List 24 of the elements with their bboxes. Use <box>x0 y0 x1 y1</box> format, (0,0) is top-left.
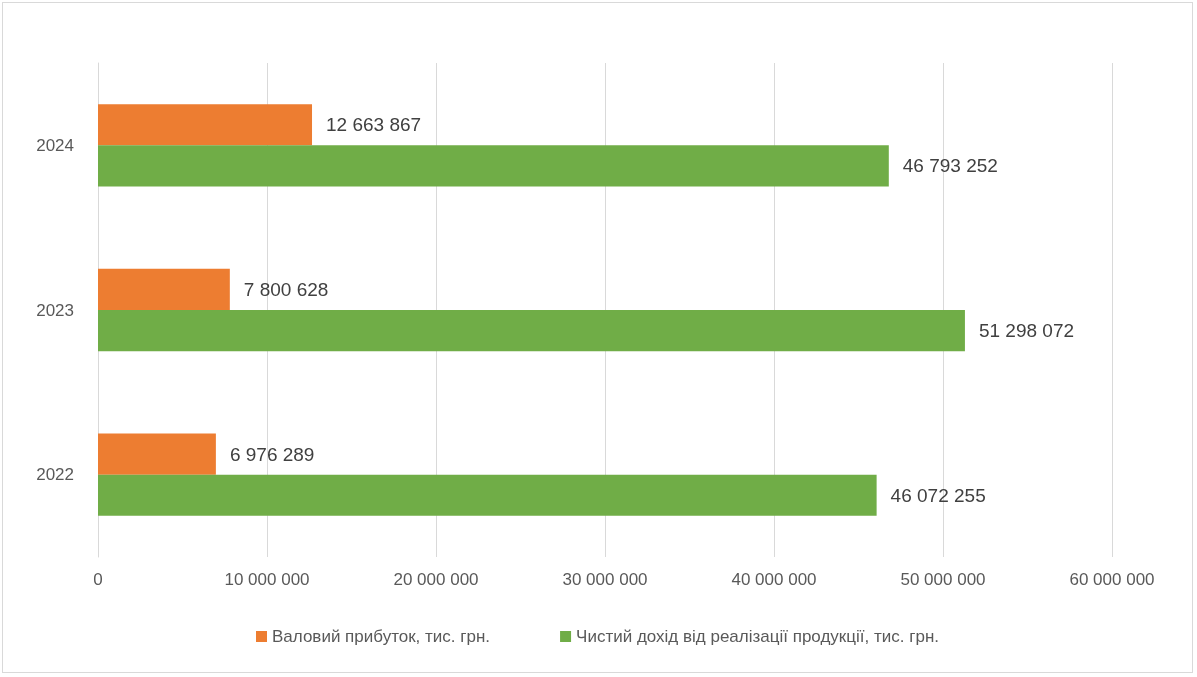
y-tick-label: 2023 <box>36 300 74 320</box>
data-label: 51 298 072 <box>978 320 1075 342</box>
data-label: 7 800 628 <box>243 278 329 300</box>
data-label: 46 793 252 <box>902 155 998 177</box>
bar <box>98 433 216 475</box>
y-tick-label: 2022 <box>36 465 74 485</box>
legend-label: Валовий прибуток, тис. грн. <box>272 627 491 646</box>
bar <box>98 104 313 146</box>
x-tick-label: 0 <box>93 570 103 589</box>
x-tick-label: 30 000 000 <box>562 570 648 589</box>
x-tick-label: 20 000 000 <box>393 570 479 589</box>
x-tick-label: 60 000 000 <box>1069 570 1155 589</box>
data-label: 6 976 289 <box>229 443 315 465</box>
data-label: 46 072 255 <box>890 484 986 506</box>
x-tick-label: 10 000 000 <box>224 570 310 589</box>
bar <box>98 310 965 352</box>
legend-label: Чистий дохід від реалізації продукції, тис. грн. <box>576 627 939 646</box>
data-label: 12 663 867 <box>326 114 422 136</box>
bar <box>98 145 889 187</box>
y-tick-label: 2024 <box>36 135 74 155</box>
x-tick-label: 40 000 000 <box>731 570 817 589</box>
x-tick-label: 50 000 000 <box>900 570 986 589</box>
bar <box>98 474 877 516</box>
bar <box>98 268 230 310</box>
